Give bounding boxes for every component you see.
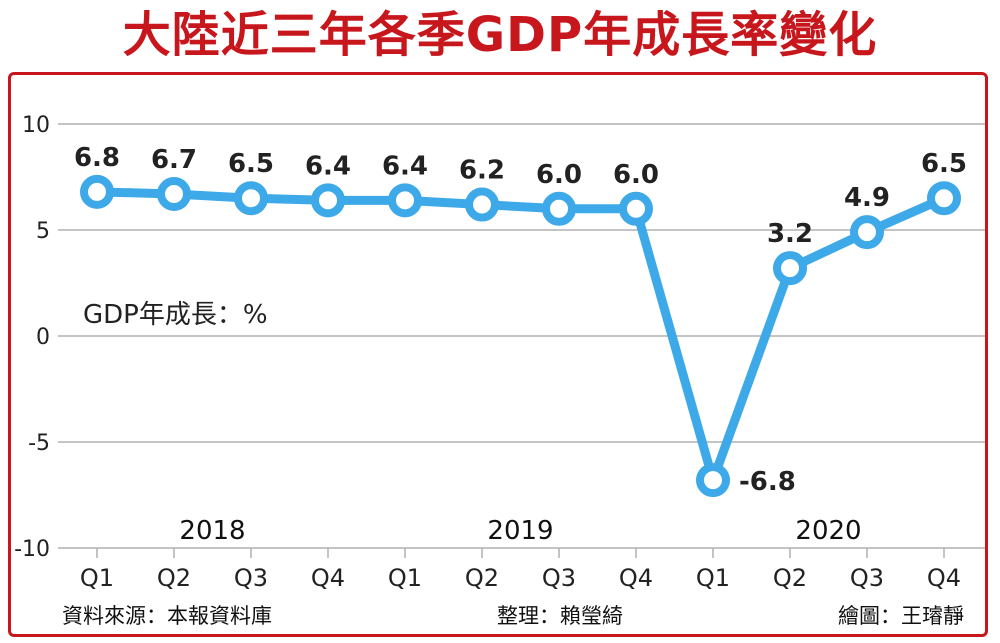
data-point [619, 191, 653, 226]
chart-title: 大陸近三年各季GDP年成長率變化 [122, 7, 878, 63]
x-tick-label: Q4 [619, 564, 653, 592]
data-point [157, 176, 191, 211]
data-point [850, 215, 884, 250]
data-label: -6.8 [739, 467, 796, 497]
y-tick-label: 10 [22, 113, 50, 138]
year-label: 2018 [179, 516, 245, 546]
data-label: 6.2 [459, 156, 505, 186]
x-tick-label: Q1 [80, 564, 114, 592]
data-points [80, 174, 961, 498]
y-tick-label: 0 [36, 325, 50, 350]
x-tick-label: Q2 [465, 564, 499, 592]
x-tick-label: Q2 [157, 564, 191, 592]
unit-label: GDP年成長：% [83, 300, 268, 330]
y-tick-label: -5 [28, 431, 50, 456]
x-tick-label: Q1 [388, 564, 422, 592]
data-label: 6.7 [151, 145, 197, 175]
grid-lines [58, 123, 985, 549]
x-tick-label: Q4 [927, 564, 961, 592]
data-point [696, 463, 730, 498]
data-point [388, 183, 422, 218]
data-point [465, 187, 499, 222]
data-point [311, 183, 345, 218]
data-label: 3.2 [767, 219, 813, 249]
data-labels: 6.8 6.7 6.5 6.4 6.4 6.2 6.0 6.0 -6.8 3.2 4.9 6.5 [74, 143, 967, 497]
x-tick-label: Q3 [234, 564, 268, 592]
x-tick-label: Q3 [850, 564, 884, 592]
x-axis-ticks: Q1 Q2 Q3 Q4 Q1 Q2 Q3 Q4 Q1 Q2 Q3 Q4 [80, 548, 961, 592]
footer-artist: 繪圖：王璿靜 [838, 604, 964, 628]
x-tick-label: Q1 [696, 564, 730, 592]
data-point [927, 181, 961, 216]
data-point [773, 251, 807, 286]
data-point [234, 181, 268, 216]
footer-source: 資料來源：本報資料庫 [62, 604, 272, 628]
year-label: 2019 [487, 516, 553, 546]
x-tick-label: Q2 [773, 564, 807, 592]
footer-editor: 整理：賴瑩綺 [497, 604, 623, 628]
chart-frame [8, 72, 988, 637]
year-label: 2020 [795, 516, 861, 546]
data-label: 6.4 [382, 151, 428, 181]
data-label: 6.5 [228, 149, 274, 179]
data-label: 6.0 [613, 160, 659, 190]
x-tick-label: Q3 [542, 564, 576, 592]
y-tick-label: 5 [36, 219, 50, 244]
data-point [542, 191, 576, 226]
data-label: 6.8 [74, 143, 120, 173]
data-label: 6.5 [921, 149, 967, 179]
data-label: 6.0 [536, 160, 582, 190]
y-axis-ticks: 10 5 0 -5 -10 [14, 113, 50, 562]
y-tick-label: -10 [14, 537, 50, 562]
data-label: 4.9 [844, 183, 890, 213]
data-label: 6.4 [305, 151, 351, 181]
data-point [80, 174, 114, 209]
x-tick-label: Q4 [311, 564, 345, 592]
year-labels: 2018 2019 2020 [179, 516, 861, 546]
